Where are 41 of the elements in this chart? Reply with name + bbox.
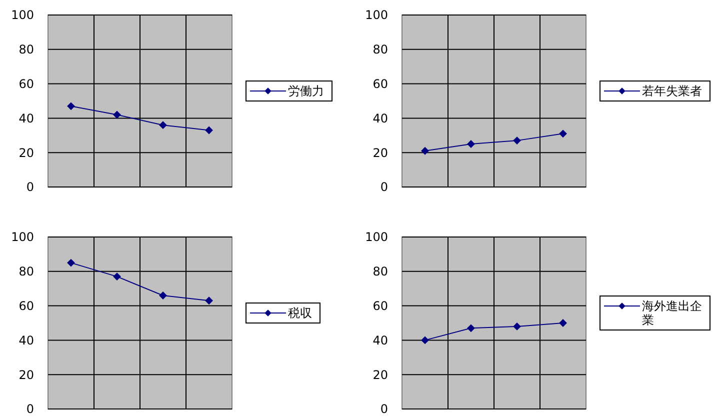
y-tick-label: 100: [11, 230, 34, 244]
point: [67, 258, 75, 267]
y-tick-label: 20: [18, 146, 34, 160]
point: [467, 324, 475, 332]
legend-label: 若年失業者: [642, 84, 702, 98]
legend-label: 労働力: [288, 84, 324, 98]
point: [513, 322, 521, 330]
y-tick-label: 40: [372, 111, 388, 126]
point: [159, 121, 167, 130]
y-tick-label: 80: [18, 264, 34, 279]
y-tick-label: 100: [365, 8, 388, 22]
y-tick-label: 40: [372, 333, 388, 348]
y-tick-label: 20: [372, 368, 388, 382]
point: [113, 110, 121, 119]
y-tick-label: 80: [18, 42, 34, 57]
y-tick-label: 60: [18, 299, 34, 313]
y-tick-label: 100: [365, 230, 388, 244]
y-tick-label: 80: [372, 42, 388, 57]
point: [67, 102, 75, 110]
y-tick-label: 0: [26, 180, 34, 194]
y-tick-label: 20: [18, 368, 34, 382]
y-tick-label: 60: [18, 77, 34, 91]
y-tick-label: 0: [26, 402, 34, 416]
y-tick-label: 40: [18, 333, 34, 348]
y-tick-label: 0: [380, 402, 388, 416]
y-tick-label: 60: [372, 77, 388, 91]
point: [513, 136, 521, 145]
legend-label: 海外進出企業: [642, 299, 702, 328]
point: [113, 272, 121, 281]
point: [205, 296, 213, 305]
point: [421, 336, 429, 344]
y-tick-label: 0: [380, 180, 388, 194]
y-tick-label: 60: [372, 299, 388, 313]
point: [421, 146, 429, 155]
legend-label: 税収: [288, 306, 312, 320]
point: [205, 126, 213, 134]
y-tick-label: 80: [372, 264, 388, 279]
y-tick-label: 20: [372, 146, 388, 160]
point: [559, 130, 567, 138]
y-tick-label: 100: [11, 8, 34, 22]
y-tick-label: 40: [18, 111, 34, 126]
